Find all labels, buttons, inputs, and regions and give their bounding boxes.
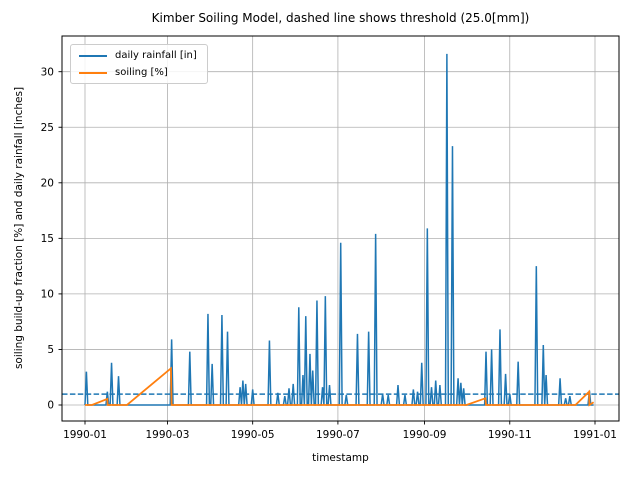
legend-item: soiling [%] [79,67,197,78]
y-tick-label: 20 [41,178,54,190]
y-tick-label: 25 [41,122,54,134]
legend-line-swatch [79,71,107,74]
x-tick-label: 1990-11 [488,429,532,441]
rainfall-line [84,53,594,406]
x-tick-label: 1990-05 [231,429,275,441]
y-tick-label: 0 [47,400,54,412]
x-axis-label: timestamp [312,452,369,464]
x-tick-label: 1990-03 [146,429,190,441]
soiling-line [85,366,595,407]
x-tick-label: 1990-09 [403,429,447,441]
legend-line-swatch [79,54,107,57]
legend-item: daily rainfall [in] [79,50,197,61]
x-tick-label: 1990-01 [63,429,107,441]
y-tick-label: 15 [41,233,54,245]
chart-title: Kimber Soiling Model, dashed line shows … [151,11,530,25]
axes-spines [61,35,620,422]
y-tick-label: 10 [41,289,54,301]
legend-label: soiling [%] [115,67,168,78]
x-tick-label: 1991-01 [573,429,617,441]
y-tick-label: 5 [47,344,54,356]
y-tick-label: 30 [41,66,54,78]
legend: daily rainfall [in] soiling [%] [70,44,208,84]
x-tick-label: 1990-07 [316,429,360,441]
legend-label: daily rainfall [in] [115,50,197,61]
